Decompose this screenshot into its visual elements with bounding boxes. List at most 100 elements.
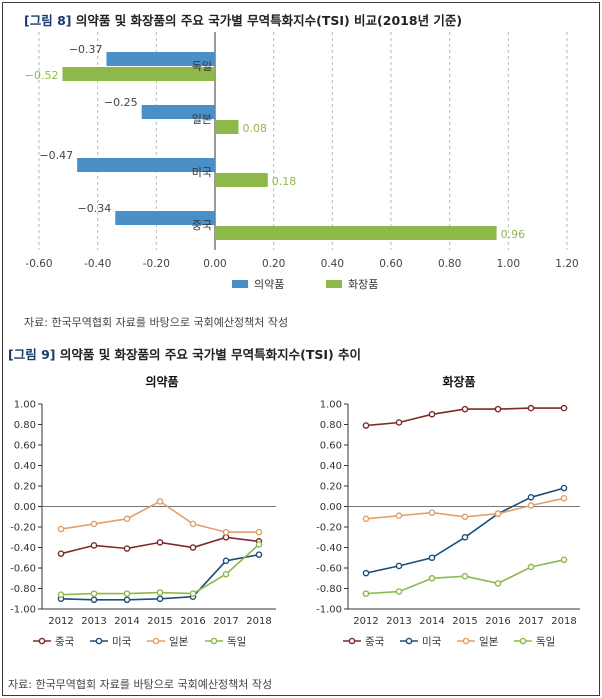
point-중국: [362, 422, 370, 429]
x-tick-label: 2015: [452, 616, 477, 627]
x-tick-label: 0.40: [321, 258, 344, 270]
figure9-title-text: 의약품 및 화장품의 주요 국가별 무역특화지수(TSI) 추이: [59, 347, 362, 362]
point-독일: [362, 590, 370, 597]
x-tick-label: -0.60: [25, 258, 52, 270]
point-중국: [428, 410, 436, 418]
x-tick-label: 1.20: [555, 258, 578, 270]
y-tick-label: -0.40: [10, 543, 36, 554]
point-독일: [156, 589, 164, 596]
legend-label: 일본: [479, 635, 499, 648]
legend-label: 독일: [227, 635, 246, 648]
point-일본: [123, 515, 131, 523]
point-독일: [189, 590, 197, 597]
x-tick-label: 2016: [485, 616, 510, 627]
legend-marker: [348, 637, 356, 645]
point-일본: [189, 520, 197, 528]
point-미국: [527, 493, 535, 501]
series-line-독일: [60, 543, 260, 596]
point-미국: [90, 596, 98, 604]
x-tick-label: 2015: [147, 616, 172, 627]
category-label: 독일: [192, 59, 212, 73]
legend-label: 중국: [365, 636, 385, 648]
point-일본: [494, 510, 502, 517]
legend-label: 미국: [422, 636, 442, 648]
y-tick-label: -0.60: [316, 564, 342, 575]
cosmetic-line-chart: 1.00 0.80 0.60 0.40 0.20 0.00 -0.20 -0.40 -0.60 -…: [316, 400, 580, 648]
data-label: −0.25: [104, 96, 138, 109]
figure9-title: [그림 9] 의약품 및 화장품의 주요 국가별 무역특화지수(TSI) 추이: [8, 344, 361, 363]
point-미국: [255, 551, 263, 558]
legend-marker: [38, 637, 46, 645]
legend-label: 화장품: [348, 278, 378, 291]
y-tick-label: 0.20: [14, 482, 36, 493]
x-tick-label: 2017: [518, 616, 543, 627]
point-일본: [395, 512, 403, 520]
legend-label: 미국: [112, 636, 132, 648]
point-일본: [255, 528, 263, 536]
data-label: −0.47: [39, 149, 73, 162]
point-중국: [90, 542, 98, 549]
x-tick-label: -0.20: [143, 258, 170, 270]
bar-화장품-일본: [215, 120, 239, 134]
cosmetic-chart-title: 화장품: [442, 375, 476, 389]
legend-label: 독일: [536, 635, 555, 648]
legend-label: 일본: [169, 635, 189, 648]
point-독일: [57, 591, 65, 598]
y-tick-label: 0.80: [320, 420, 342, 431]
legend-swatch: [232, 280, 248, 288]
point-독일: [255, 541, 263, 548]
data-label: 0.18: [272, 175, 297, 188]
point-미국: [395, 562, 403, 570]
bar-화장품-독일: [62, 67, 215, 81]
point-독일: [123, 590, 131, 597]
data-label: −0.37: [69, 43, 103, 56]
point-중국: [494, 405, 502, 413]
y-tick-label: -0.80: [10, 584, 36, 595]
data-label: 0.08: [242, 122, 267, 135]
x-tick-label: 2014: [419, 616, 444, 627]
bar-의약품-미국: [77, 158, 215, 172]
legend-swatch: [326, 280, 342, 288]
category-label: 중국: [192, 219, 212, 232]
y-tick-label: 1.00: [14, 400, 36, 411]
point-미국: [123, 596, 131, 604]
y-tick-label: 0.60: [14, 441, 36, 452]
x-tick-label: 2016: [180, 616, 205, 627]
point-일본: [362, 515, 370, 523]
figure8-source: 자료: 한국무역협회 자료를 바탕으로 국회예산정책처 작성: [24, 316, 289, 329]
x-tick-label: 0.00: [203, 258, 226, 270]
legend-label: 중국: [55, 636, 75, 648]
point-중국: [123, 545, 131, 552]
x-tick-label: 2012: [353, 616, 378, 627]
legend-label: 의약품: [254, 277, 284, 291]
y-tick-label: -0.20: [316, 523, 342, 534]
x-tick-label: 2013: [386, 616, 411, 627]
legend-marker: [462, 637, 470, 645]
point-일본: [527, 502, 535, 509]
point-독일: [560, 556, 568, 564]
y-tick-label: -1.00: [316, 605, 342, 616]
point-미국: [461, 533, 469, 541]
point-중국: [560, 404, 568, 412]
y-tick-label: -0.20: [10, 523, 36, 534]
point-미국: [560, 484, 568, 492]
point-독일: [428, 574, 436, 582]
y-tick-label: 0.40: [320, 461, 342, 472]
bar-의약품-일본: [141, 105, 215, 119]
category-label: 일본: [192, 112, 212, 126]
point-중국: [156, 539, 164, 546]
legend-marker: [405, 637, 413, 645]
point-일본: [156, 498, 164, 505]
point-중국: [395, 419, 403, 426]
category-label: 미국: [192, 166, 212, 179]
x-tick-label: 0.80: [438, 258, 461, 270]
x-tick-label: 2018: [246, 616, 271, 627]
bar-화장품-미국: [215, 173, 268, 187]
point-중국: [189, 544, 197, 551]
point-일본: [90, 520, 98, 528]
x-tick-label: 2013: [81, 616, 106, 627]
point-일본: [428, 509, 436, 516]
point-일본: [461, 513, 469, 521]
y-tick-label: 0.60: [320, 441, 342, 452]
